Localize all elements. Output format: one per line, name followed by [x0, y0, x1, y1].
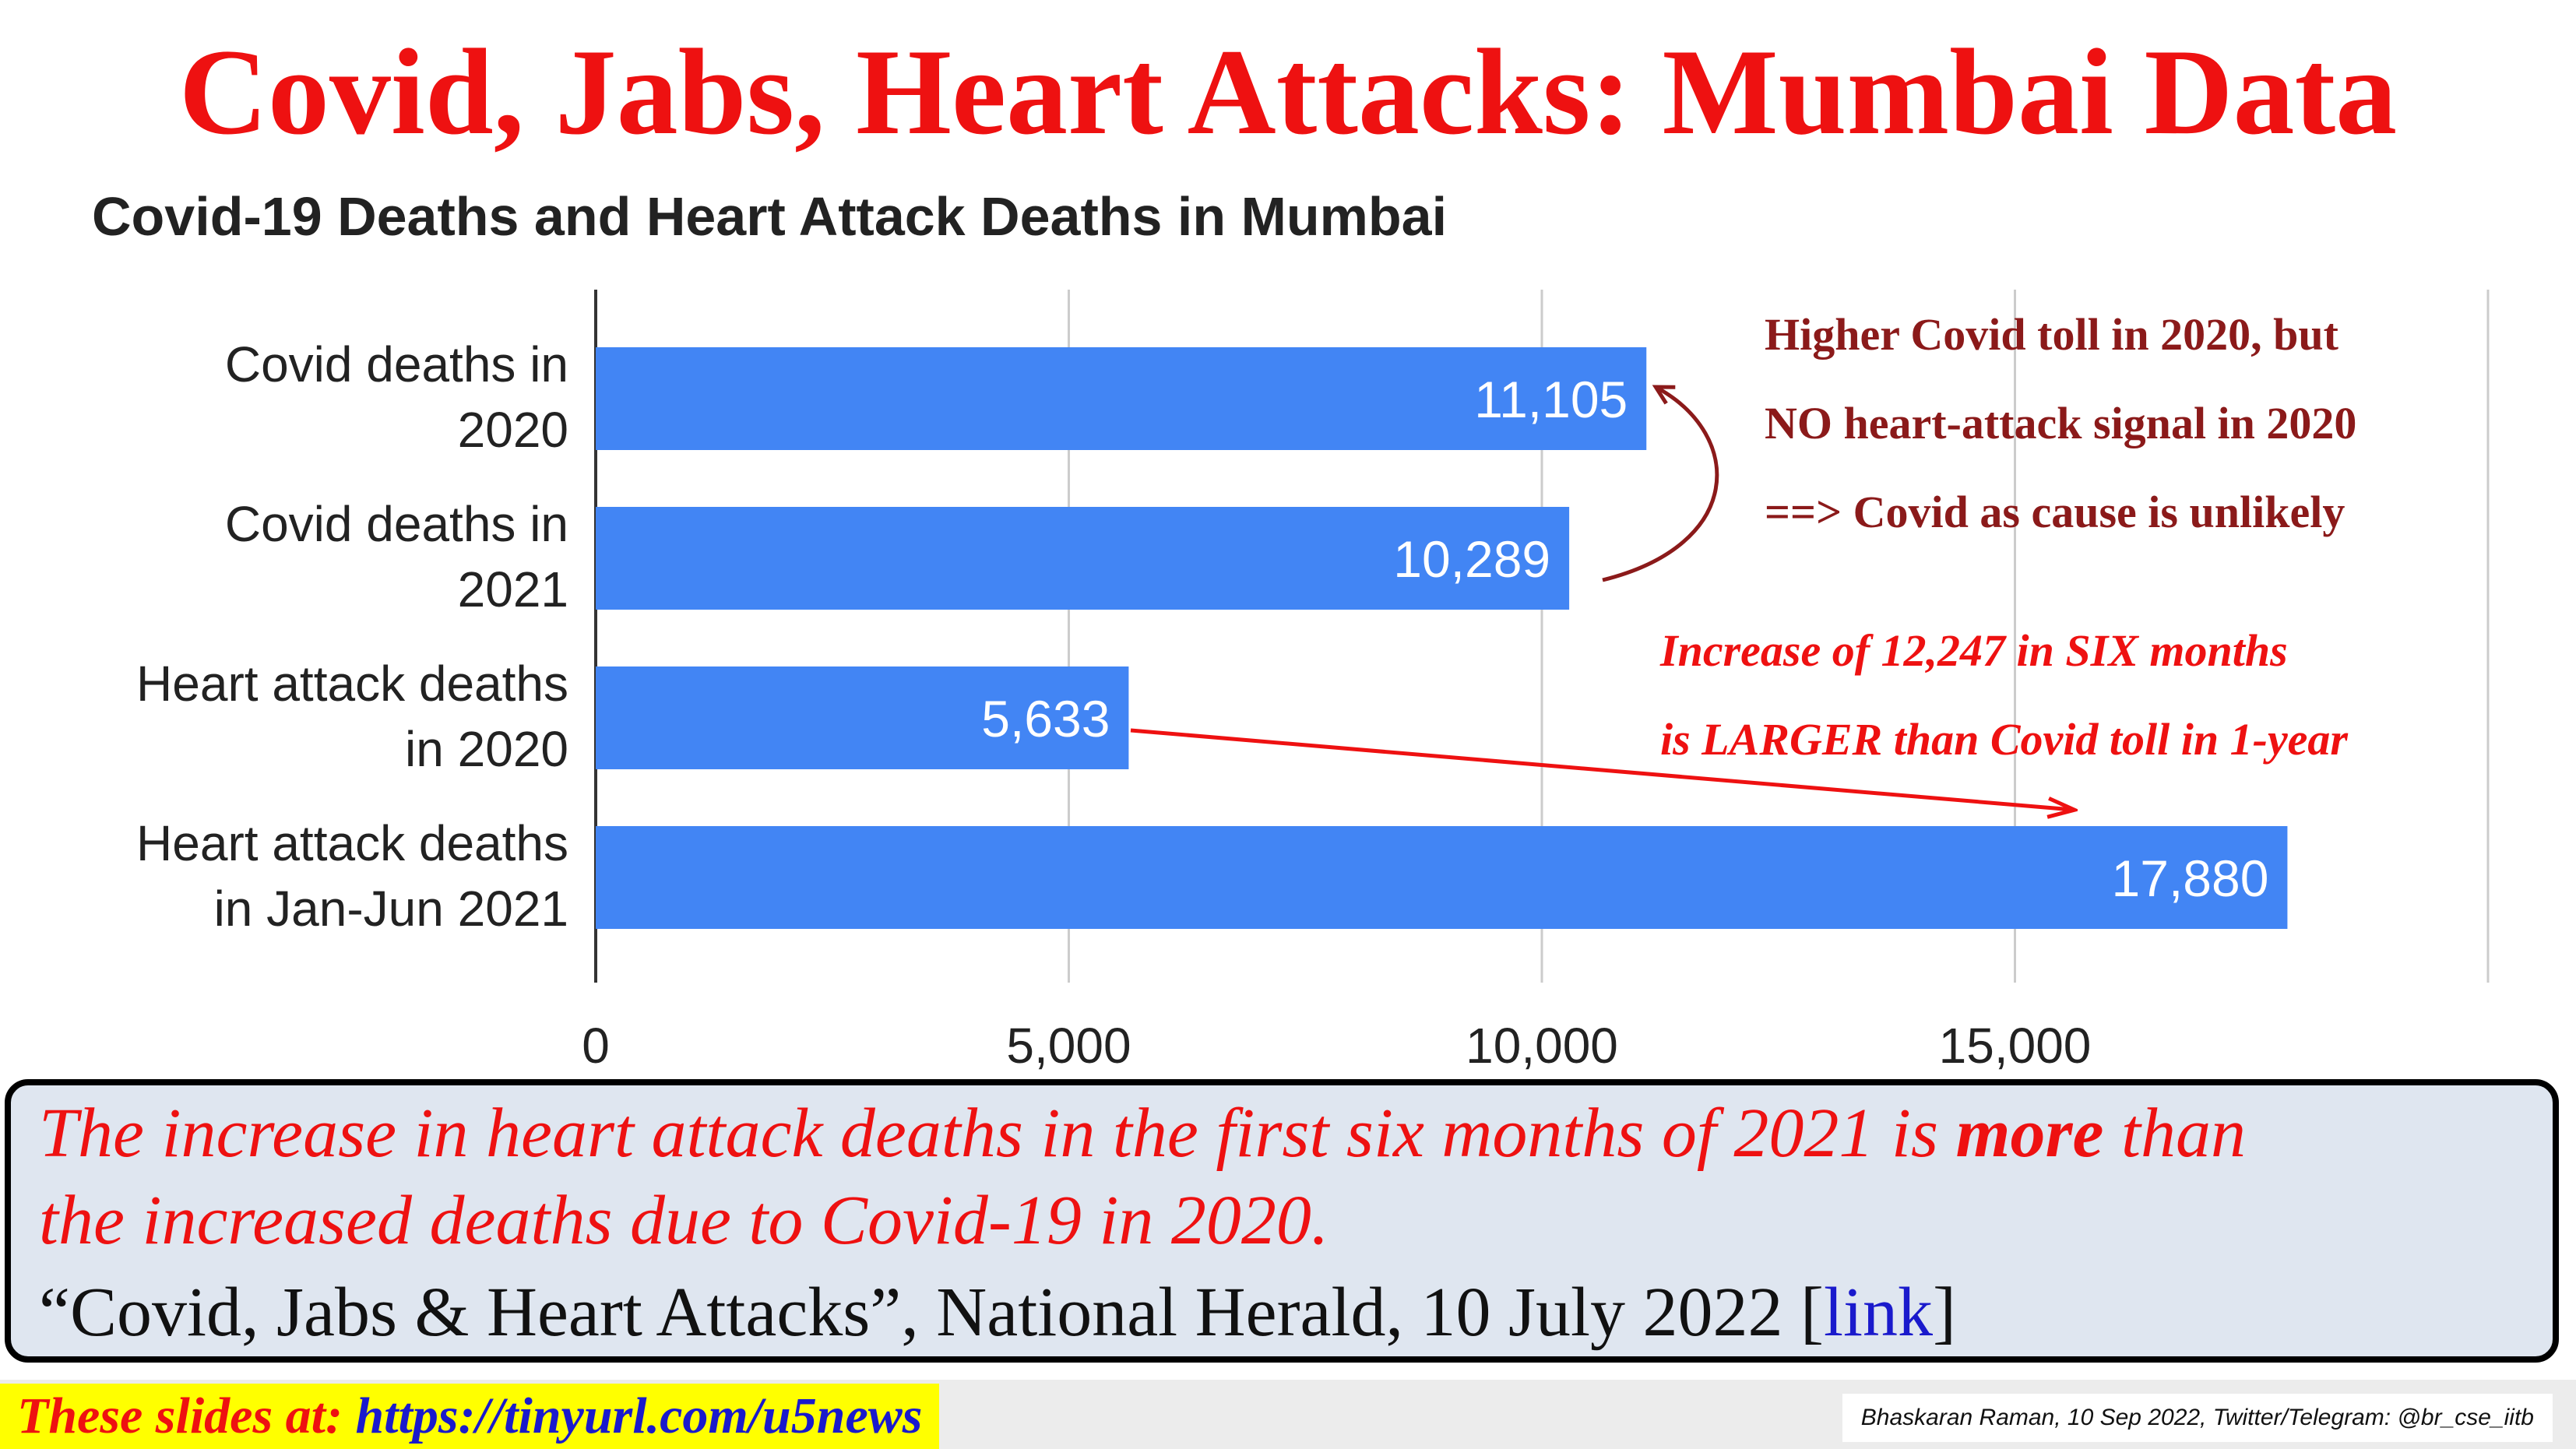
citation-end: ]: [1933, 1274, 1957, 1351]
bar-value-label: 5,633: [981, 690, 1110, 747]
bar-value-label: 10,289: [1393, 530, 1550, 588]
category-label: Heart attack deaths: [136, 656, 568, 712]
slides-link-prefix: These slides at:: [17, 1387, 356, 1444]
covid-note-line-1: Higher Covid toll in 2020, but: [1765, 309, 2338, 360]
category-label: 2021: [458, 561, 568, 617]
x-tick-label: 0: [582, 1018, 610, 1074]
category-label: Covid deaths in: [225, 336, 568, 392]
increase-arrow: [1130, 728, 2073, 810]
x-tick-label: 5,000: [1006, 1018, 1131, 1074]
chart-tick-labels: 0 5,000 10,000 15,000: [582, 1018, 2091, 1074]
bar-value-label: 17,880: [2112, 849, 2269, 907]
chart-category-labels: Covid deaths in 2020 Covid deaths in 2021 He…: [136, 336, 568, 937]
bar: [596, 666, 1129, 769]
slides-link-note: These slides at: https://tinyurl.com/u5n…: [0, 1384, 940, 1449]
summary-line-1-pre: The increase in heart attack deaths in t…: [39, 1095, 1956, 1172]
x-tick-label: 15,000: [1939, 1018, 2092, 1074]
covid-note-line-3: ==> Covid as cause is unlikely: [1765, 487, 2345, 537]
category-label: in Jan-Jun 2021: [214, 881, 568, 937]
chart-bars: [596, 347, 2288, 929]
bar: [596, 826, 2288, 929]
slides-link-url[interactable]: https://tinyurl.com/u5news: [355, 1387, 923, 1444]
bar: [596, 507, 1570, 610]
increase-note-line-1: Increase of 12,247 in SIX months: [1660, 625, 2288, 676]
bar: [596, 347, 1647, 450]
category-label: 2020: [458, 402, 568, 458]
bar-value-label: 11,105: [1474, 371, 1628, 428]
summary-emphasis: more: [1955, 1095, 2104, 1172]
curved-arrow: [1602, 385, 1719, 582]
category-label: in 2020: [405, 721, 568, 777]
covid-note-line-2: NO heart-attack signal in 2020: [1765, 398, 2357, 448]
author-credit: Bhaskaran Raman, 10 Sep 2022, Twitter/Te…: [1842, 1394, 2553, 1442]
category-label: Covid deaths in: [225, 496, 568, 552]
increase-note-line-2: is LARGER than Covid toll in 1-year: [1660, 714, 2348, 765]
chart-title: Covid-19 Deaths and Heart Attack Deaths …: [92, 186, 1447, 247]
slide-title: Covid, Jabs, Heart Attacks: Mumbai Data: [178, 24, 2398, 160]
citation-link[interactable]: link: [1824, 1274, 1934, 1351]
summary-line-2: the increased deaths due to Covid-19 in …: [39, 1182, 1329, 1259]
category-label: Heart attack deaths: [136, 815, 568, 871]
summary-line-1: The increase in heart attack deaths in t…: [39, 1093, 2246, 1173]
bar-chart: Covid-19 Deaths and Heart Attack Deaths …: [92, 186, 2490, 1074]
citation-line: “Covid, Jabs & Heart Attacks”, National …: [39, 1272, 1956, 1352]
citation-text: “Covid, Jabs & Heart Attacks”, National …: [39, 1274, 1825, 1351]
summary-line-1-post: than: [2103, 1095, 2246, 1172]
summary-box: The increase in heart attack deaths in t…: [5, 1079, 2559, 1363]
x-tick-label: 10,000: [1466, 1018, 1618, 1074]
chart-value-labels: 11,105 10,289 5,633 17,880: [981, 371, 2268, 907]
